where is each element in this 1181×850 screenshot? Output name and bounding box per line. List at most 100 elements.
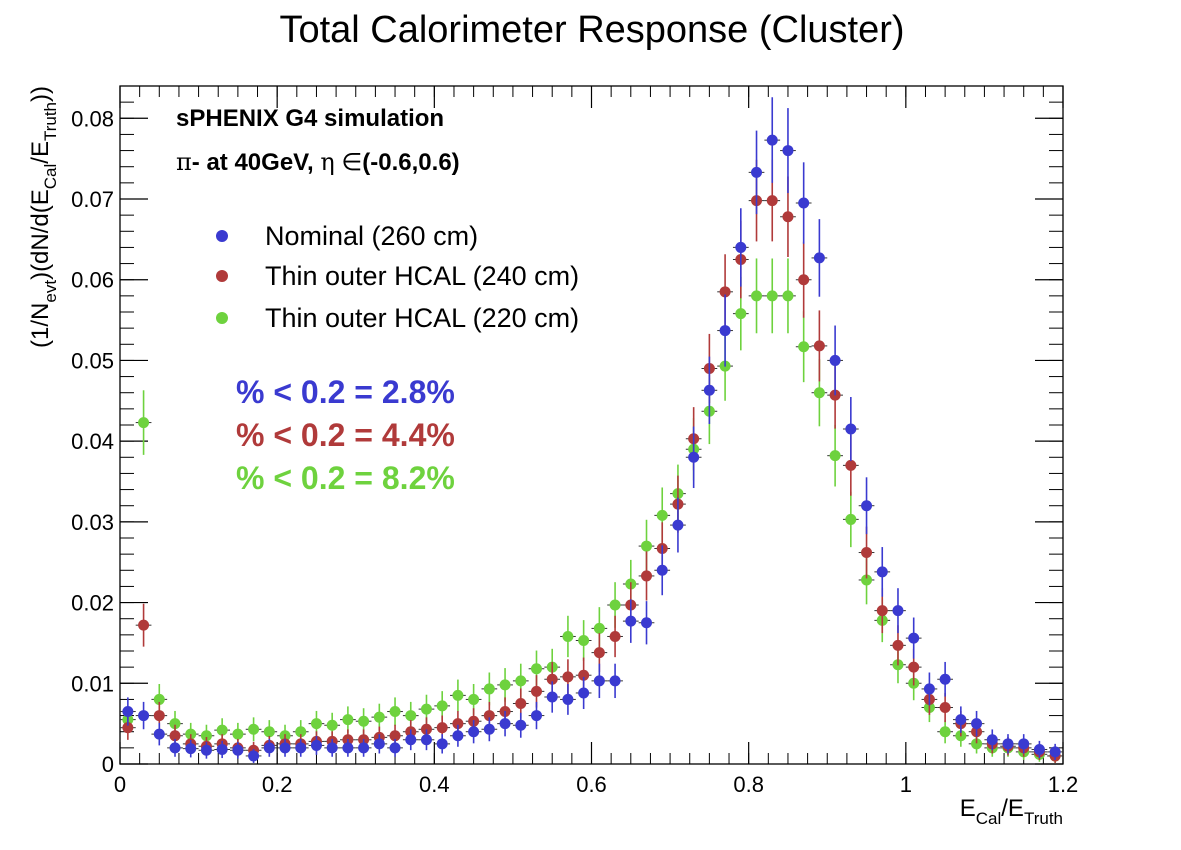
data-point — [562, 671, 574, 683]
data-point — [719, 286, 731, 298]
y-axis-title-p2: )(dN/d(E — [27, 189, 54, 280]
data-point — [751, 290, 763, 302]
data-point — [483, 723, 495, 735]
data-point — [798, 197, 810, 209]
data-point — [766, 134, 778, 146]
data-point — [326, 742, 338, 754]
data-point — [861, 574, 873, 586]
data-point — [295, 726, 307, 738]
data-point — [483, 710, 495, 722]
data-point — [279, 742, 291, 754]
data-point — [578, 687, 590, 699]
data-point — [310, 739, 322, 751]
data-point — [436, 722, 448, 734]
data-point — [813, 252, 825, 264]
data-point — [641, 570, 653, 582]
y-tick-label: 0.06 — [71, 268, 114, 293]
data-point — [908, 661, 920, 673]
data-point — [122, 722, 134, 734]
data-point — [169, 718, 181, 730]
data-point — [971, 718, 983, 730]
data-point — [578, 635, 590, 647]
data-point — [436, 738, 448, 750]
data-point — [342, 714, 354, 726]
data-point — [546, 673, 558, 685]
data-point — [248, 723, 260, 735]
data-point — [845, 513, 857, 525]
data-point — [971, 738, 983, 750]
data-point — [373, 738, 385, 750]
data-point — [609, 599, 621, 611]
legend-label-240: Thin outer HCAL (240 cm) — [265, 261, 579, 291]
y-axis-title-p4: )) — [27, 86, 54, 102]
y-tick-label: 0.07 — [71, 187, 114, 212]
data-point — [813, 387, 825, 399]
data-point — [122, 706, 134, 718]
x-tick-label: 0 — [114, 772, 126, 797]
data-point — [169, 742, 181, 754]
legend-label-nominal: Nominal (260 cm) — [265, 221, 478, 251]
data-point — [515, 697, 527, 709]
stat-240: % < 0.2 = 4.4% — [236, 417, 455, 453]
data-point — [766, 195, 778, 207]
data-point — [499, 679, 511, 691]
y-tick-label: 0.04 — [71, 429, 114, 454]
data-point — [861, 500, 873, 512]
legend-marker-nominal — [216, 230, 228, 242]
data-point — [609, 630, 621, 642]
data-point — [169, 730, 181, 742]
data-point — [530, 663, 542, 675]
data-point — [405, 710, 417, 722]
data-point — [641, 617, 653, 629]
x-tick-label: 1 — [900, 772, 912, 797]
data-point — [641, 540, 653, 552]
chart-title: Total Calorimeter Response (Cluster) — [279, 9, 904, 51]
data-point — [153, 728, 165, 740]
y-axis-title: (1/Nevt)(dN/d(ECal/ETruth)) — [27, 86, 60, 348]
particle-label: π- at 40GeV, η ∈(-0.6,0.6) — [176, 148, 460, 176]
data-point — [200, 730, 212, 742]
data-point — [389, 742, 401, 754]
simulation-label: sPHENIX G4 simulation — [176, 105, 444, 132]
data-point — [845, 459, 857, 471]
data-point — [310, 718, 322, 730]
data-point — [530, 710, 542, 722]
data-point — [939, 673, 951, 685]
eta-range: (-0.6,0.6) — [362, 149, 459, 176]
data-point — [719, 325, 731, 337]
data-point — [782, 211, 794, 223]
energy-text: - at 40GeV, — [192, 149, 321, 176]
y-axis-title-sub1: evt — [41, 280, 60, 303]
data-point — [609, 675, 621, 687]
data-point — [389, 730, 401, 742]
data-point — [593, 647, 605, 659]
data-point — [483, 683, 495, 695]
y-tick-label: 0.01 — [71, 671, 114, 696]
data-point — [185, 743, 197, 755]
data-point — [232, 744, 244, 756]
data-point — [908, 632, 920, 644]
data-point — [593, 675, 605, 687]
y-axis-title-sub3: Truth — [41, 102, 60, 141]
y-axis-title-p1: (1/N — [27, 303, 54, 348]
x-tick-label: 1.2 — [1048, 772, 1079, 797]
data-point — [468, 693, 480, 705]
data-point — [735, 241, 747, 253]
data-point — [656, 509, 668, 521]
data-point — [436, 700, 448, 712]
x-axis-title-sub2: Truth — [1024, 809, 1063, 828]
data-point — [468, 726, 480, 738]
x-tick-label: 0.8 — [733, 772, 764, 797]
data-points — [120, 97, 1063, 763]
data-point — [358, 715, 370, 727]
data-point — [405, 734, 417, 746]
data-point — [515, 675, 527, 687]
x-axis-title-sub1: Cal — [976, 809, 1002, 828]
data-point — [813, 340, 825, 352]
data-point — [751, 166, 763, 178]
data-point — [153, 693, 165, 705]
stat-nominal: % < 0.2 = 2.8% — [236, 374, 455, 410]
data-point — [452, 718, 464, 730]
eta-symbol: η — [320, 148, 334, 176]
